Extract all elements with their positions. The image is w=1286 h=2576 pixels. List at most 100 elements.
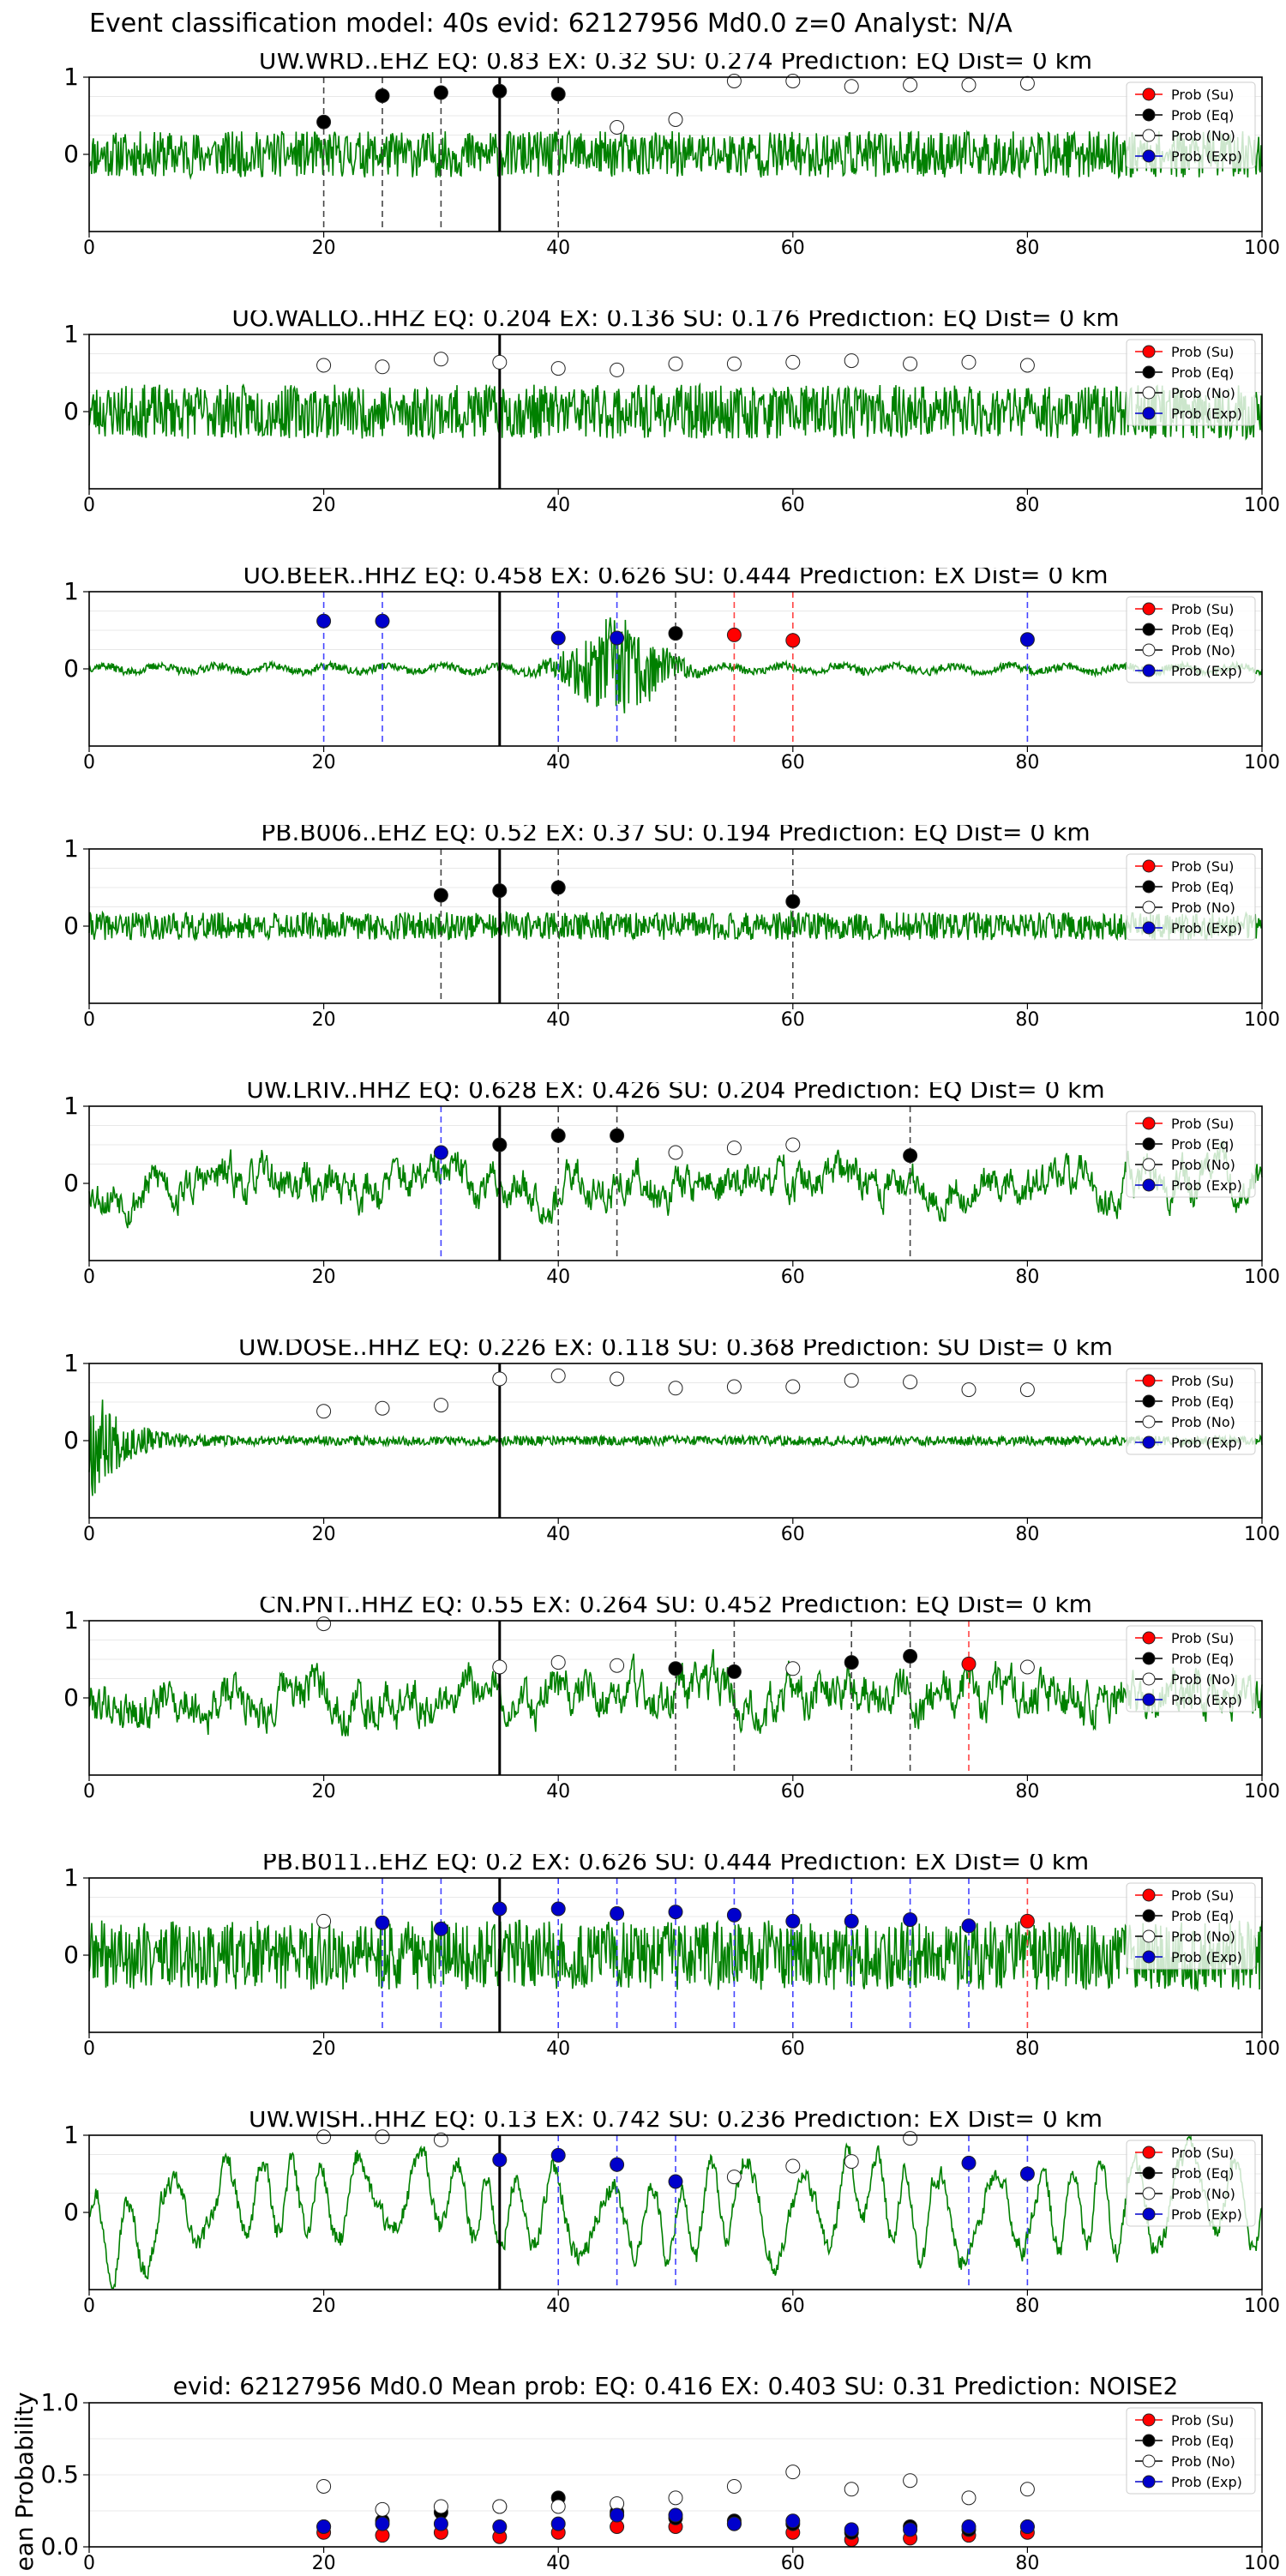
point-eq (492, 883, 508, 899)
station-panel-6: UW.DOSE..HHZ EQ: 0.226 EX: 0.118 SU: 0.3… (0, 1333, 1286, 1574)
point-no (610, 120, 625, 135)
legend-marker-su (1142, 602, 1156, 616)
y-tick-label: 0 (63, 2198, 79, 2226)
legend-marker-no (1142, 643, 1156, 657)
y-tick-label: 1.0 (40, 2388, 79, 2417)
legend-marker-su (1142, 1888, 1156, 1902)
point-eq (844, 1655, 859, 1670)
y-tick-label: 1 (63, 1349, 79, 1377)
x-tick-label: 100 (1244, 1267, 1280, 1288)
point-no (903, 2473, 918, 2489)
point-no (1019, 1659, 1035, 1675)
point-no (375, 2129, 390, 2145)
y-tick-label: 1 (63, 2121, 79, 2149)
legend-label-no: Prob (No) (1171, 1414, 1235, 1430)
y-axis-label: Mean Probability (10, 2392, 39, 2573)
x-tick-label: 80 (1015, 2553, 1039, 2573)
chart-title: PB.B011..EHZ EQ: 0.2 EX: 0.626 SU: 0.444… (262, 1854, 1089, 1875)
point-no (785, 354, 801, 370)
point-no (726, 2170, 742, 2185)
x-tick-label: 40 (546, 1267, 570, 1288)
station-chart-7: CN.PNT..HHZ EQ: 0.55 EX: 0.264 SU: 0.452… (63, 1590, 1280, 1831)
x-tick-label: 40 (546, 752, 570, 773)
point-no (785, 1137, 801, 1153)
waveform-trace (88, 909, 1263, 942)
point-exp (550, 1901, 566, 1917)
point-no (726, 1141, 742, 1156)
point-no (785, 2465, 801, 2480)
x-tick-label: 80 (1015, 1009, 1039, 1031)
y-tick-label: 1 (63, 577, 79, 605)
x-tick-label: 60 (781, 1781, 805, 1803)
point-exp (961, 2519, 977, 2534)
legend-marker-exp (1142, 149, 1156, 163)
point-exp (610, 1905, 625, 1921)
x-tick-label: 80 (1015, 2038, 1039, 2060)
x-tick-label: 100 (1244, 495, 1280, 516)
station-panel-7: CN.PNT..HHZ EQ: 0.55 EX: 0.264 SU: 0.452… (0, 1590, 1286, 1831)
y-tick-label: 1 (63, 1863, 79, 1892)
legend-label-exp: Prob (Exp) (1171, 2474, 1242, 2490)
x-tick-label: 60 (781, 238, 805, 259)
point-exp (375, 2516, 390, 2531)
point-no (375, 359, 390, 375)
y-tick-label: 0 (63, 140, 79, 168)
y-tick-label: 0.0 (40, 2532, 79, 2561)
legend-label-eq: Prob (Eq) (1171, 107, 1234, 123)
point-no (433, 352, 448, 367)
waveform-trace (88, 2135, 1263, 2289)
point-no (844, 1373, 859, 1388)
y-tick-label: 0 (63, 1683, 79, 1712)
legend-box (1126, 1882, 1256, 1970)
legend-marker-eq (1142, 1394, 1156, 1408)
point-exp (610, 2157, 625, 2172)
point-exp (492, 2519, 508, 2534)
chart-title: PB.B006..EHZ EQ: 0.52 EX: 0.37 SU: 0.194… (261, 825, 1090, 846)
point-eq (785, 894, 801, 909)
y-tick-label: 1 (63, 1092, 79, 1120)
point-eq (492, 83, 508, 99)
point-exp (668, 2174, 683, 2189)
legend: Prob (Su) Prob (Eq) Prob (No) Prob (Exp) (1126, 81, 1256, 169)
point-su (785, 633, 801, 648)
point-no (550, 1368, 566, 1383)
x-tick-label: 80 (1015, 2296, 1039, 2317)
point-no (785, 2158, 801, 2174)
x-tick-label: 40 (546, 1524, 570, 1545)
x-tick-label: 0 (83, 2553, 95, 2573)
station-panel-3: UO.BEER..HHZ EQ: 0.458 EX: 0.626 SU: 0.4… (0, 561, 1286, 802)
legend-label-eq: Prob (Eq) (1171, 1651, 1234, 1667)
point-no (961, 77, 977, 93)
x-tick-label: 0 (83, 752, 95, 773)
point-no (903, 2131, 918, 2146)
x-tick-label: 80 (1015, 495, 1039, 516)
legend-label-no: Prob (No) (1171, 128, 1235, 144)
legend-marker-su (1142, 2413, 1156, 2427)
x-tick-label: 60 (781, 1524, 805, 1545)
legend-marker-eq (1142, 1137, 1156, 1151)
legend-label-su: Prob (Su) (1171, 344, 1234, 360)
legend-marker-eq (1142, 880, 1156, 894)
legend-marker-su (1142, 2146, 1156, 2159)
legend-label-su: Prob (Su) (1171, 1373, 1234, 1389)
x-tick-label: 80 (1015, 752, 1039, 773)
legend-marker-su (1142, 1374, 1156, 1387)
x-tick-label: 20 (312, 1524, 336, 1545)
point-no (433, 1398, 448, 1413)
waveform-trace (88, 129, 1263, 181)
point-exp (375, 613, 390, 629)
x-tick-label: 80 (1015, 1781, 1039, 1803)
station-chart-9: UW.WISH..HHZ EQ: 0.13 EX: 0.742 SU: 0.23… (63, 2104, 1280, 2345)
legend-marker-su (1142, 345, 1156, 358)
chart-title: evid: 62127956 Md0.0 Mean prob: EQ: 0.41… (173, 2372, 1179, 2400)
x-tick-label: 60 (781, 2038, 805, 2060)
x-tick-label: 80 (1015, 1524, 1039, 1545)
y-tick-label: 1 (63, 320, 79, 348)
legend-box (1126, 339, 1256, 426)
point-exp (668, 1905, 683, 1920)
point-no (610, 362, 625, 377)
legend-label-no: Prob (No) (1171, 2186, 1235, 2202)
point-eq (492, 1137, 508, 1153)
x-tick-label: 100 (1244, 1524, 1280, 1545)
